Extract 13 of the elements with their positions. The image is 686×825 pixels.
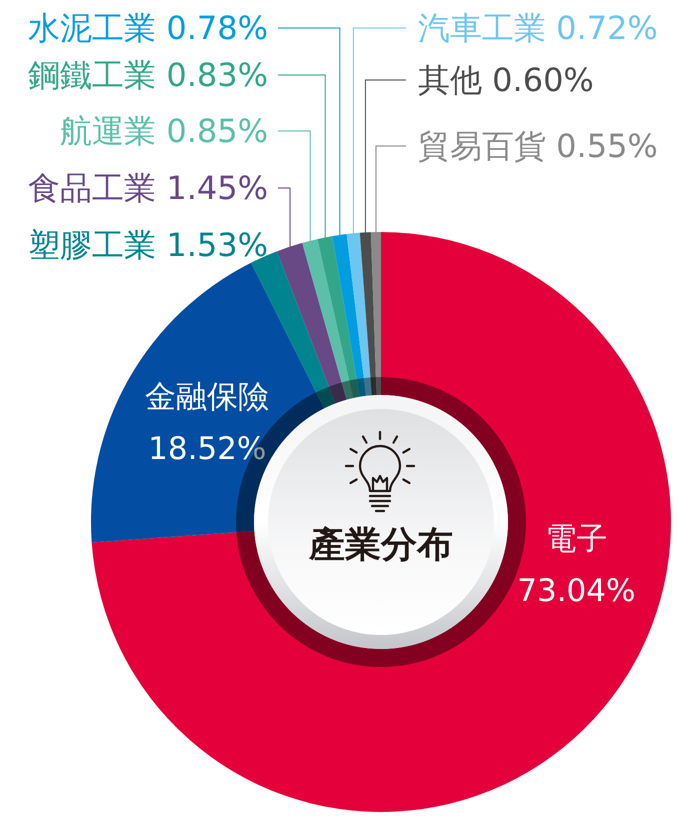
data-label: 18.52% xyxy=(148,431,266,468)
slice-label: 塑膠工業 1.53% xyxy=(28,226,268,264)
text: 產業分布 xyxy=(309,523,453,567)
data-label: 73.04% xyxy=(517,572,636,609)
slice-label: 其他 0.60% xyxy=(418,61,594,99)
slice-label: 貿易百貨 0.55% xyxy=(418,127,658,165)
slice-label: 汽車工業 0.72% xyxy=(418,9,658,47)
slice-label: 食品工業 1.45% xyxy=(28,169,268,207)
slice-label: 航運業 0.85% xyxy=(60,112,268,150)
slice-label: 金融保險 xyxy=(145,379,270,416)
slice-label: 水泥工業 0.78% xyxy=(28,9,268,47)
slice-label: 鋼鐵工業 0.83% xyxy=(28,56,268,94)
slice-label: 電子 xyxy=(545,520,608,557)
